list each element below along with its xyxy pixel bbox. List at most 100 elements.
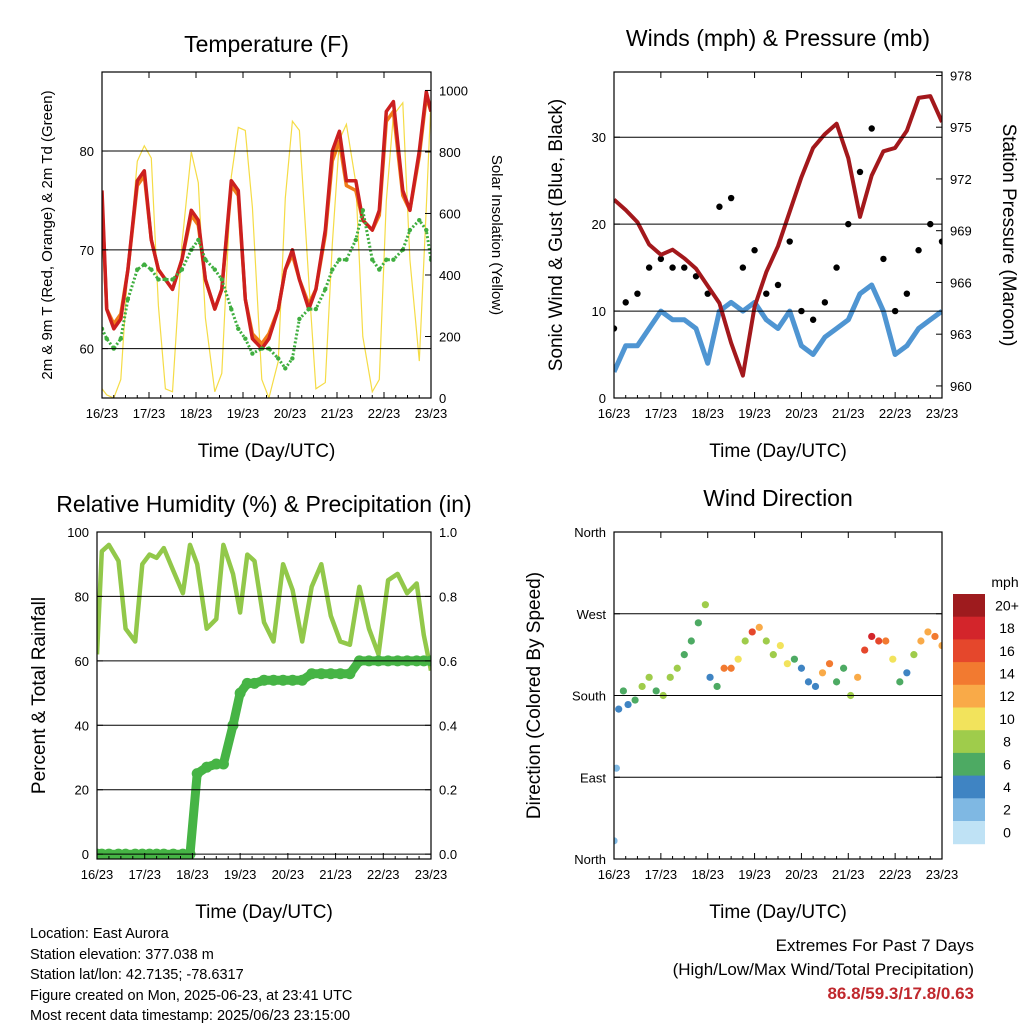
chart-title: Winds (mph) & Pressure (mb) [626,25,930,51]
x-tick-label: 23/23 [926,406,959,421]
direction-point [614,837,618,845]
direction-point [818,669,827,677]
colorbar-swatch [953,752,985,777]
td-point [290,356,295,361]
x-tick-label: 23/23 [926,867,959,882]
td-point [391,257,396,262]
y-tick-label: 70 [80,243,94,258]
td-point [424,227,429,233]
chart-title: Wind Direction [703,485,853,511]
wind-series [614,282,942,373]
td-point [229,306,234,312]
direction-point [652,687,660,695]
y2-tick-label: 0.2 [439,783,457,798]
gust-point [614,325,618,332]
x-axis-label: Time (Day/UTC) [198,441,336,462]
gust-point [833,264,840,271]
x-tick-label: 18/23 [176,867,209,882]
colorbar-label: 10 [999,711,1015,727]
gust-point [915,247,922,254]
gust-point [716,203,723,210]
y-axis-label: 2m & 9m T (Red, Orange) & 2m Td (Green) [39,90,56,379]
rain-point [344,668,356,680]
rain-point [287,674,299,686]
y2-tick-label: 1000 [439,83,468,98]
recent-text: Most recent data timestamp: 2025/06/23 2… [30,1008,351,1024]
y2-tick-label: 960 [950,379,972,394]
direction-point [687,637,695,645]
x-tick-label: 20/23 [274,406,307,421]
x-tick-label: 22/23 [879,867,912,882]
colorbar-swatch [953,798,985,822]
direction-point [748,628,756,636]
colorbar-label: 4 [1003,779,1011,795]
gust-point [681,264,688,271]
direction-point [666,673,674,681]
colorbar-label: 6 [1003,756,1011,772]
y-tick-label: 20 [592,217,606,232]
rain-point [268,674,280,686]
td-point [417,217,422,223]
rain-point [201,761,213,773]
y2-tick-label: 969 [950,224,972,239]
td-point [297,316,302,322]
direction-point [910,651,918,659]
x-tick-label: 19/23 [738,867,771,882]
direction-point [811,682,820,691]
direction-point [861,646,869,654]
x-tick-label: 19/23 [224,867,257,882]
direction-point [638,682,646,691]
colorbar-label: 16 [999,643,1015,659]
td-point [219,277,225,282]
direction-point [734,655,742,663]
td-point [104,336,109,341]
solar-series [102,99,431,398]
gust-point [739,264,747,271]
td-point [135,267,140,272]
x-tick-label: 16/23 [598,867,631,882]
colorbar-swatch [953,684,985,708]
direction-point [720,664,728,672]
colorbar-swatch [953,639,985,663]
pressure-series [614,94,942,378]
direction-point [797,664,806,672]
td-point [377,267,382,272]
td-point [353,237,358,243]
gust-point [692,273,700,280]
y-tick-label: 100 [67,525,89,540]
direction-point [645,673,653,681]
x-tick-label: 16/23 [598,406,631,421]
x-axis-label: Time (Day/UTC) [709,902,847,923]
temperature-chart: 16/23 17/23 18/23 19/23 20/23 21/23 22/23 23/23… [39,31,505,462]
x-tick-label: 22/23 [368,406,401,421]
direction-point [889,655,897,663]
direction-point [713,682,721,691]
colorbar-label: 18 [999,620,1015,636]
rain-point [258,674,270,686]
x-tick-label: 21/23 [319,867,352,882]
direction-point [741,637,749,645]
td-point [243,336,248,341]
x-tick-label: 22/23 [879,406,912,421]
td-point [330,267,335,272]
td-point [196,237,201,243]
td-point [250,351,255,356]
rain-point [296,674,308,686]
direction-point [680,651,688,659]
plot-frame [613,531,943,860]
gust-point [809,316,817,323]
y2-tick-label: 972 [950,172,972,187]
rain-point [248,677,260,689]
colorbar-title: mph [991,574,1018,590]
td-point [276,356,281,361]
y-tick-label: 20 [75,783,89,798]
y-tick-label: South [572,689,606,704]
direction-point [917,637,925,645]
winds-pressure-chart: 16/23 17/23 18/23 19/23 20/23 21/23 22/23 23/23… [546,25,1019,462]
td-point [142,262,147,267]
td-point [337,257,342,262]
gust-point [856,168,864,176]
direction-point [924,628,932,636]
direction-point [832,678,841,686]
x-axis-label: Time (Day/UTC) [195,902,333,923]
